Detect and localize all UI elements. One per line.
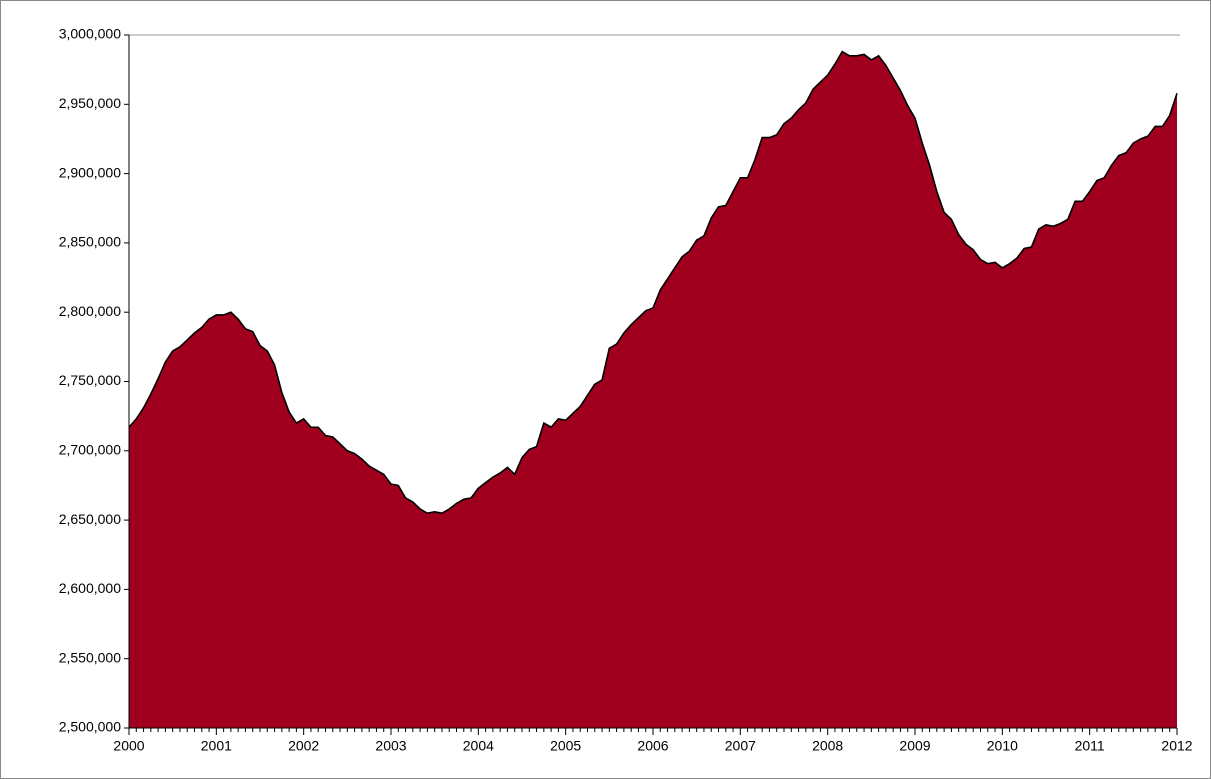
y-tick-label: 3,000,000 <box>59 26 121 42</box>
y-tick-label: 2,750,000 <box>59 372 121 388</box>
x-tick-label: 2011 <box>1075 738 1105 754</box>
x-tick-label: 2009 <box>899 738 930 754</box>
x-tick-label: 2008 <box>812 738 843 754</box>
y-tick-label: 2,850,000 <box>59 234 121 250</box>
x-tick-label: 2006 <box>637 738 668 754</box>
x-tick-label: 2002 <box>288 738 319 754</box>
x-tick-label: 2004 <box>463 738 494 754</box>
y-tick-label: 2,650,000 <box>59 511 121 527</box>
x-tick-label: 2007 <box>725 738 756 754</box>
x-tick-label: 2005 <box>550 738 581 754</box>
y-tick-label: 2,900,000 <box>59 164 121 180</box>
area-line <box>128 50 1178 515</box>
y-tick-label: 2,950,000 <box>59 95 121 111</box>
x-tick-label: 2003 <box>375 738 406 754</box>
x-tick-label: 2012 <box>1161 738 1192 754</box>
y-tick-label: 2,800,000 <box>59 303 121 319</box>
area-fill <box>129 51 1177 728</box>
x-tick-label: 2001 <box>201 738 232 754</box>
y-tick-label: 2,500,000 <box>59 719 121 735</box>
x-tick-label: 2010 <box>987 738 1018 754</box>
y-tick-label: 2,550,000 <box>59 649 121 665</box>
x-tick-label: 2000 <box>113 738 144 754</box>
y-tick-label: 2,700,000 <box>59 442 121 458</box>
y-tick-label: 2,600,000 <box>59 580 121 596</box>
